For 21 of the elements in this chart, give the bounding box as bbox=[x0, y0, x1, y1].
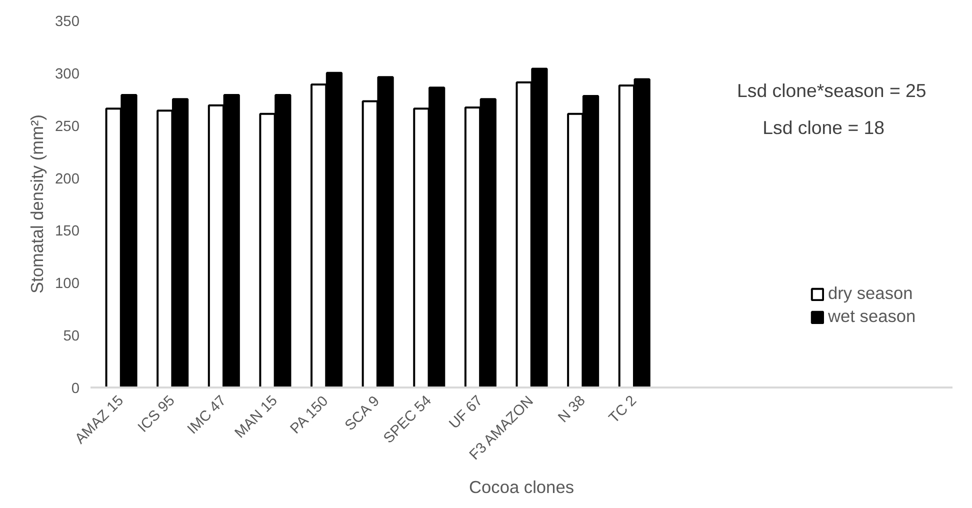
y-tick-label: 250 bbox=[55, 118, 80, 135]
x-tick-label: N 38 bbox=[556, 392, 589, 426]
y-tick-label: 300 bbox=[55, 66, 80, 82]
text: Lsd clone = 18 bbox=[762, 116, 885, 138]
x-tick-label: ICS 95 bbox=[135, 392, 178, 436]
x-tick-label: IMC 47 bbox=[184, 392, 230, 438]
x-tick-label: SCA 9 bbox=[342, 393, 383, 434]
y-tick-label: 350 bbox=[55, 14, 80, 30]
text: Lsd clone*season = 25 bbox=[737, 80, 926, 102]
y-tick-label: 0 bbox=[71, 381, 80, 397]
x-axis-title: Cocoa clones bbox=[469, 477, 574, 498]
legend-label: wet season bbox=[828, 306, 916, 327]
y-tick-label: 200 bbox=[55, 171, 80, 188]
y-tick-label: 100 bbox=[55, 276, 80, 292]
y-tick-label: 50 bbox=[63, 328, 80, 345]
y-tick-label: 150 bbox=[55, 224, 80, 240]
x-tick-label: UF 67 bbox=[446, 392, 486, 432]
x-tick-label: PA 150 bbox=[288, 393, 332, 438]
x-tick-label: TC 2 bbox=[606, 392, 640, 427]
legend-label: dry season bbox=[828, 283, 913, 304]
y-axis-title: Stomatal density (mm²) bbox=[27, 114, 48, 294]
